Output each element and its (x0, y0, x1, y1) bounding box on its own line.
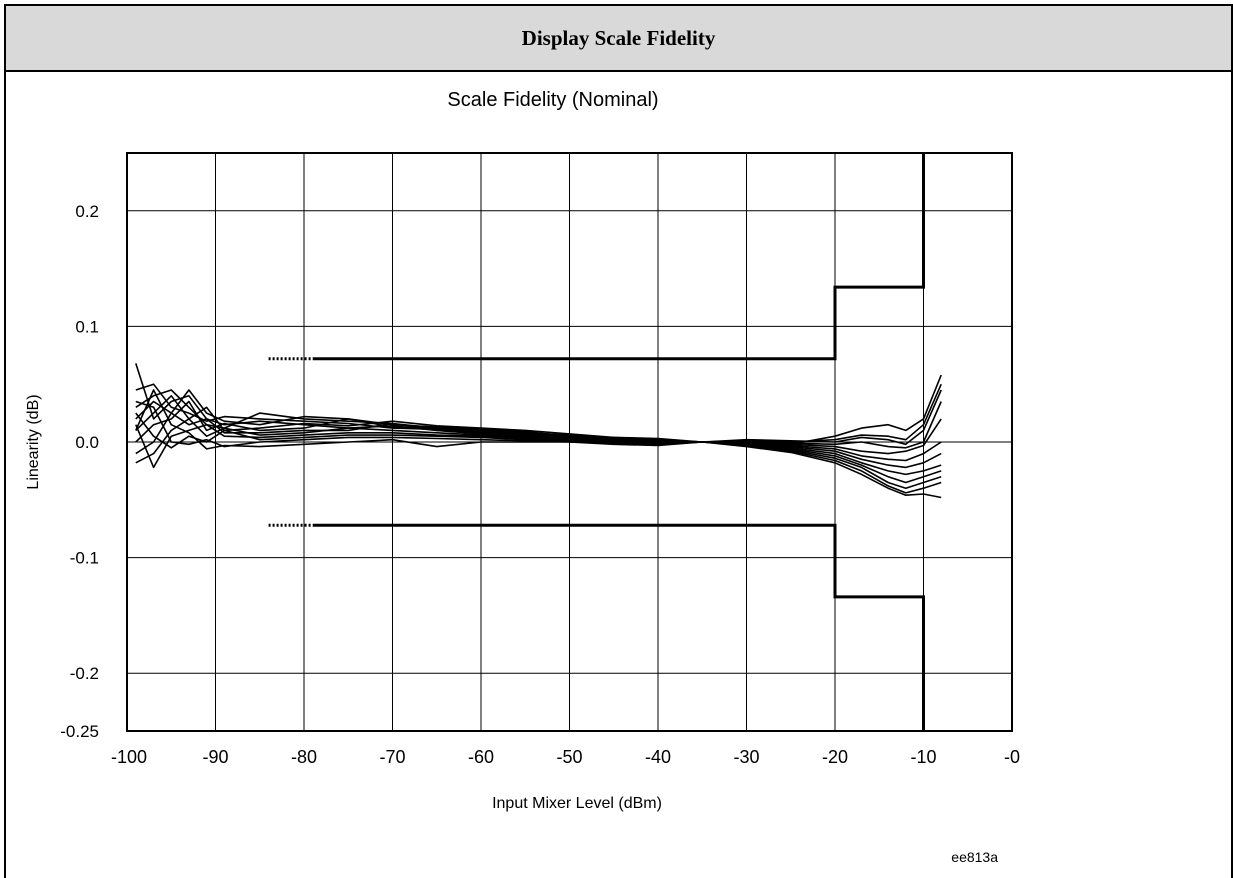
x-axis-label: Input Mixer Level (dBm) (492, 795, 662, 812)
x-tick-label: -100 (111, 747, 147, 767)
x-tick-label: -70 (379, 747, 405, 767)
series-line (135, 383, 942, 443)
series-line (135, 423, 942, 484)
y-tick-label: 0.2 (75, 202, 99, 221)
chart-title: Scale Fidelity (Nominal) (447, 89, 658, 111)
figure-id: ee813a (951, 849, 998, 865)
page-title: Display Scale Fidelity (521, 25, 716, 50)
y-tick-label: 0.1 (75, 317, 99, 336)
series-line (135, 389, 942, 499)
header-bar: Display Scale Fidelity (6, 6, 1231, 72)
x-tick-label: -50 (556, 747, 582, 767)
x-tick-label: -0 (1004, 747, 1020, 767)
x-tick-label: -60 (468, 747, 494, 767)
figure-frame: Display Scale Fidelity (4, 4, 1233, 878)
data-series (135, 363, 942, 499)
x-tick-label: -30 (733, 747, 759, 767)
x-tick-label: -10 (910, 747, 936, 767)
x-tick-label: -90 (202, 747, 228, 767)
x-tick-label: -20 (822, 747, 848, 767)
x-tick-label: -80 (291, 747, 317, 767)
series-line (135, 400, 942, 462)
y-axis-label: Linearity (dB) (25, 394, 42, 489)
limit-lines (268, 153, 925, 731)
series-line (135, 400, 942, 494)
series-line (135, 412, 942, 490)
y-tick-label: -0.2 (70, 664, 99, 683)
x-tick-label: -40 (645, 747, 671, 767)
y-tick-label: -0.1 (70, 549, 99, 568)
axis-tick-labels: -100 -90 -80 -70 -60 -50 -40 -30 -20 -10 -0 -0.25 -0… (60, 202, 1020, 767)
series-line (135, 389, 942, 449)
y-tick-label: -0.25 (60, 722, 99, 741)
series-line (135, 394, 942, 455)
series-line (135, 418, 942, 476)
series-line (135, 412, 942, 469)
y-tick-label: 0.0 (75, 433, 99, 452)
lower-limit-line (312, 523, 925, 731)
upper-limit-line (312, 153, 925, 361)
